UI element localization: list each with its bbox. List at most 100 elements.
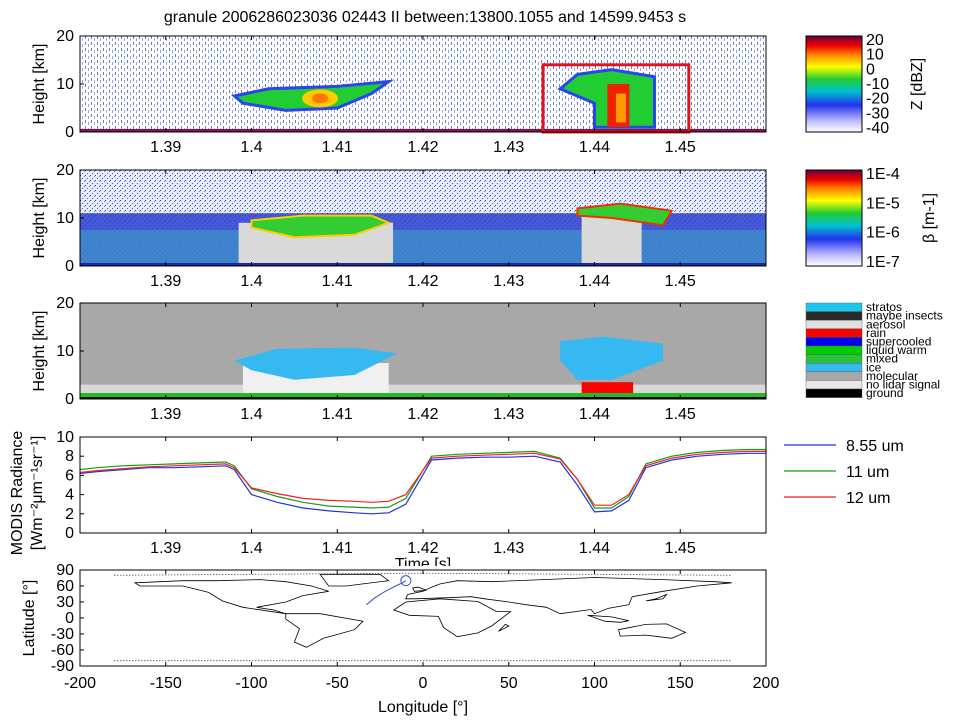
coastline: [319, 573, 390, 587]
coastline: [392, 598, 512, 638]
lidar-cloud-right: [576, 202, 674, 227]
x-tick-label: 1.42: [407, 273, 438, 290]
x-tick-label: 1.43: [493, 139, 524, 156]
coastline: [645, 593, 668, 602]
y-tick-label: 8: [65, 448, 74, 465]
x-tick-label: 100: [581, 675, 608, 692]
y-tick-label: 2: [65, 506, 74, 523]
x-tick-label: 1.41: [322, 406, 353, 423]
colorbar-tick: 1E-4: [866, 166, 900, 183]
mask-ice-right: [560, 336, 664, 380]
y-axis-label: Latitude [°]: [21, 580, 38, 657]
mask-legend-swatch: [805, 345, 863, 355]
colorbar-tick: 0: [866, 61, 875, 78]
y-axis-label: Height [km]: [31, 311, 48, 392]
colorbar-label: β [m-1]: [921, 193, 938, 243]
x-tick-label: 1.45: [665, 406, 696, 423]
radar-core-orange: [615, 93, 626, 123]
plot-frame: [79, 169, 767, 267]
y-tick-label: 6: [65, 467, 74, 484]
colorbar-tick: -10: [866, 76, 889, 93]
mask-ice-left: [234, 347, 398, 380]
y-tick-label: 0: [65, 391, 74, 408]
y-axis-label: Height [km]: [31, 178, 48, 259]
coastline: [285, 613, 364, 648]
x-tick-label: 1.4: [240, 406, 262, 423]
x-tick-label: 1.45: [665, 540, 696, 557]
x-tick-label: -50: [326, 675, 349, 692]
x-tick-label: 1.44: [579, 406, 610, 423]
mask-legend-label: ice: [866, 360, 882, 374]
x-tick-label: 1.39: [150, 139, 181, 156]
x-tick-label: 1.45: [665, 139, 696, 156]
x-tick-label: 1.39: [150, 406, 181, 423]
y-tick-label: 0: [65, 124, 74, 141]
satellite-track: [366, 580, 407, 606]
x-tick-label: 200: [753, 675, 780, 692]
mask-legend-swatch: [805, 388, 863, 398]
x-tick-label: 1.42: [407, 406, 438, 423]
x-tick-label: 1.44: [579, 273, 610, 290]
mask-legend-swatch: [805, 302, 863, 312]
mask-legend-label: maybe insects: [866, 309, 943, 323]
mask-legend-label: mixed: [866, 352, 898, 366]
x-tick-label: 1.41: [322, 139, 353, 156]
x-axis-label: Longitude [°]: [378, 699, 468, 716]
mask-legend-label: stratos: [866, 300, 902, 314]
colorbar-tick: 1E-6: [866, 225, 900, 242]
y-tick-label: 90: [56, 562, 74, 579]
colorbar-tick: -40: [866, 120, 889, 137]
y-axis-label: MODIS Radiance: [9, 431, 26, 556]
mask-legend-swatch: [805, 363, 863, 373]
map-background: [80, 566, 766, 668]
x-tick-label: 1.39: [150, 273, 181, 290]
coastline: [405, 577, 732, 615]
lidar-cloud-left: [250, 214, 392, 239]
mask-legend-swatch: [805, 320, 863, 330]
y-tick-label: 20: [56, 28, 74, 45]
x-tick-label: 1.4: [240, 273, 262, 290]
plot-frame: [79, 436, 767, 534]
colorbar-tick: 1E-7: [866, 254, 900, 271]
y-tick-label: 10: [56, 210, 74, 227]
colorbar-beta: [805, 169, 863, 267]
x-tick-label: 1.42: [407, 139, 438, 156]
colorbar-tick: 20: [866, 32, 884, 49]
y-axis-label: Height [km]: [31, 44, 48, 125]
x-tick-label: 1.42: [407, 540, 438, 557]
mask-legend-label: ground: [866, 386, 903, 400]
mask-legend-swatch: [805, 380, 863, 390]
colorbar-tick: 1E-5: [866, 195, 900, 212]
modis-background: [80, 437, 766, 533]
y-tick-label: 20: [56, 162, 74, 179]
colorbar-tick: 10: [866, 47, 884, 64]
y-tick-label: 0: [65, 258, 74, 275]
x-tick-label: 1.39: [150, 540, 181, 557]
x-tick-label: 1.45: [665, 273, 696, 290]
y-tick-label: -30: [51, 626, 74, 643]
mask-legend-label: no lidar signal: [866, 378, 940, 392]
x-tick-label: 1.4: [240, 540, 262, 557]
mask-legend-swatch: [805, 354, 863, 364]
legend-label: 11 um: [846, 464, 889, 481]
y-tick-label: 30: [56, 594, 74, 611]
x-tick-label: 1.43: [493, 540, 524, 557]
mask-legend-label: supercooled: [866, 335, 931, 349]
mask-legend-swatch: [805, 337, 863, 347]
x-tick-label: 1.4: [240, 139, 262, 156]
x-tick-label: 1.43: [493, 273, 524, 290]
coastline: [618, 623, 687, 639]
colorbar-z: [805, 35, 863, 133]
y-tick-label: 20: [56, 295, 74, 312]
figure-title: granule 2006286023036 02443 II between:1…: [164, 9, 686, 26]
x-tick-label: 1.44: [579, 540, 610, 557]
legend-label: 12 um: [846, 490, 890, 507]
colorbar-tick: -30: [866, 105, 889, 122]
lidar-no-signal-right: [581, 213, 642, 266]
colorbar-label: Z [dBZ]: [909, 58, 926, 110]
legend-label: 8.55 um: [846, 438, 904, 455]
series-line-12-um: [79, 450, 766, 506]
plot-frame: [79, 35, 767, 133]
x-tick-label: -150: [150, 675, 182, 692]
